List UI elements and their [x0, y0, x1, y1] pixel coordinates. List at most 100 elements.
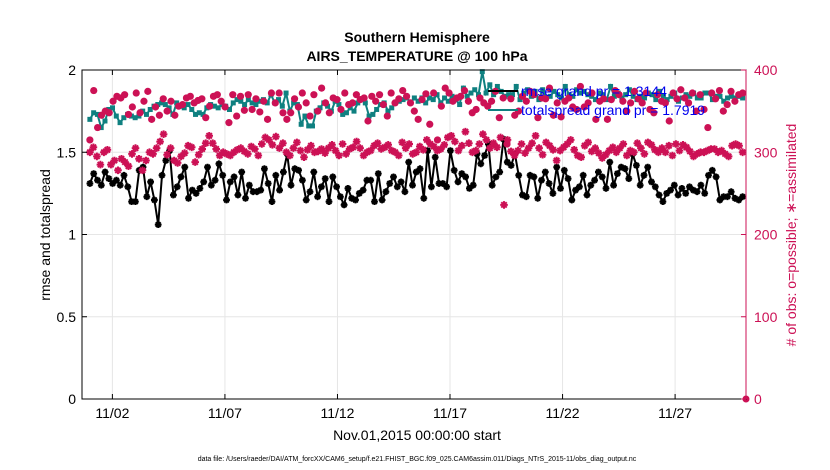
- data-point-totalspread: [230, 100, 236, 106]
- data-point-obs-assimilated: [184, 141, 192, 150]
- data-point-obs-assimilated: [437, 145, 445, 153]
- data-point-rmse: [682, 190, 690, 197]
- data-point-obs-possible: [240, 106, 248, 114]
- x-tick-label: 11/17: [433, 405, 467, 421]
- data-point-rmse: [435, 180, 443, 187]
- x-tick-label: 11/12: [320, 405, 354, 421]
- data-point-obs-assimilated: [247, 142, 256, 151]
- data-point-totalspread: [562, 83, 568, 89]
- data-point-rmse: [158, 171, 166, 179]
- data-point-totalspread: [494, 83, 500, 89]
- data-point-obs-assimilated: [552, 156, 561, 165]
- data-point-obs-possible: [256, 108, 264, 116]
- data-point-obs-assimilated: [587, 147, 596, 156]
- data-point-obs-assimilated: [482, 136, 491, 144]
- data-point-obs-assimilated: [538, 150, 547, 159]
- data-point-obs-assimilated: [387, 146, 396, 155]
- data-point-rmse: [739, 193, 746, 201]
- data-point-rmse: [268, 198, 276, 205]
- data-point-obs-possible: [186, 92, 194, 100]
- data-point-totalspread: [94, 111, 100, 117]
- data-point-obs-assimilated: [612, 148, 621, 157]
- data-point-rmse: [94, 176, 101, 184]
- data-point-totalspread: [189, 106, 195, 112]
- data-point-rmse: [473, 150, 481, 158]
- data-point-obs-assimilated: [500, 201, 508, 209]
- y-right-tick-label: 0: [754, 391, 762, 407]
- data-point-obs-possible: [588, 89, 596, 97]
- data-point-totalspread: [657, 88, 663, 94]
- data-point-obs-possible: [426, 120, 434, 128]
- data-point-obs-possible: [576, 82, 585, 91]
- data-point-totalspread: [279, 103, 285, 109]
- data-point-totalspread: [102, 118, 108, 124]
- data-point-obs-assimilated: [735, 141, 743, 150]
- data-point-rmse: [401, 188, 409, 196]
- data-point-obs-possible: [422, 90, 430, 98]
- data-point-rmse: [257, 186, 265, 194]
- data-point-obs-possible: [711, 95, 720, 103]
- data-point-obs-possible: [337, 105, 345, 114]
- data-point-obs-assimilated: [507, 147, 515, 156]
- data-point-obs-assimilated: [602, 150, 610, 159]
- data-point-rmse: [686, 183, 693, 191]
- data-point-rmse: [299, 176, 306, 184]
- data-point-obs-assimilated: [251, 145, 259, 153]
- data-point-rmse: [185, 194, 192, 202]
- data-point-obs-assimilated: [272, 132, 280, 141]
- data-point-obs-assimilated: [731, 140, 740, 148]
- data-point-obs-assimilated: [282, 148, 291, 157]
- series-obs-assimilated: [86, 127, 747, 209]
- data-point-obs-assimilated: [647, 141, 656, 149]
- data-point-rmse: [727, 188, 735, 196]
- data-point-obs-assimilated: [693, 150, 701, 158]
- data-point-obs-possible: [727, 87, 735, 95]
- data-point-obs-possible: [692, 107, 700, 115]
- data-point-rmse: [693, 188, 701, 196]
- data-point-obs-possible: [472, 105, 480, 114]
- data-point-rmse: [659, 198, 667, 205]
- data-point-rmse: [340, 201, 348, 209]
- data-point-rmse: [207, 181, 215, 189]
- data-point-obs-assimilated: [623, 151, 631, 160]
- data-point-obs-assimilated: [510, 151, 519, 160]
- data-point-obs-assimilated: [289, 144, 298, 152]
- data-point-totalspread: [642, 95, 648, 101]
- data-point-rmse: [458, 170, 466, 177]
- data-point-obs-possible: [487, 97, 496, 105]
- data-point-obs-assimilated: [394, 151, 403, 160]
- data-point-rmse: [90, 170, 98, 177]
- data-point-obs-possible: [665, 117, 673, 125]
- data-point-totalspread: [132, 115, 138, 121]
- data-point-obs-assimilated: [461, 127, 470, 136]
- data-point-totalspread: [423, 100, 429, 106]
- data-point-obs-possible: [94, 123, 102, 132]
- data-point-totalspread: [464, 93, 470, 99]
- data-point-obs-assimilated: [331, 146, 340, 155]
- data-point-obs-assimilated: [423, 136, 431, 144]
- data-point-totalspread: [291, 100, 297, 106]
- data-point-rmse: [492, 173, 500, 181]
- data-point-rmse: [621, 165, 629, 173]
- data-point-obs-possible: [86, 136, 94, 144]
- data-point-obs-assimilated: [212, 145, 220, 153]
- data-point-obs-assimilated: [142, 156, 150, 165]
- data-point-totalspread: [215, 105, 221, 111]
- legend-entry-totalspread: totalspread grand pr = 1.7919: [521, 102, 705, 118]
- data-point-rmse: [86, 180, 94, 187]
- data-point-obs-assimilated: [317, 145, 326, 153]
- data-point-rmse: [522, 193, 530, 201]
- y-tick-label: 2: [68, 62, 76, 78]
- data-point-totalspread: [302, 113, 308, 119]
- data-point-obs-possible: [430, 89, 438, 97]
- data-point-obs-possible: [414, 115, 422, 123]
- data-point-totalspread: [540, 87, 546, 93]
- data-point-obs-assimilated: [380, 143, 389, 152]
- data-point-rmse: [541, 168, 549, 176]
- data-point-rmse: [367, 176, 375, 184]
- data-point-totalspread: [728, 93, 734, 99]
- data-point-obs-assimilated: [658, 144, 666, 152]
- data-point-rmse: [602, 185, 610, 192]
- data-point-obs-possible: [348, 99, 357, 107]
- data-point-obs-assimilated: [173, 159, 182, 167]
